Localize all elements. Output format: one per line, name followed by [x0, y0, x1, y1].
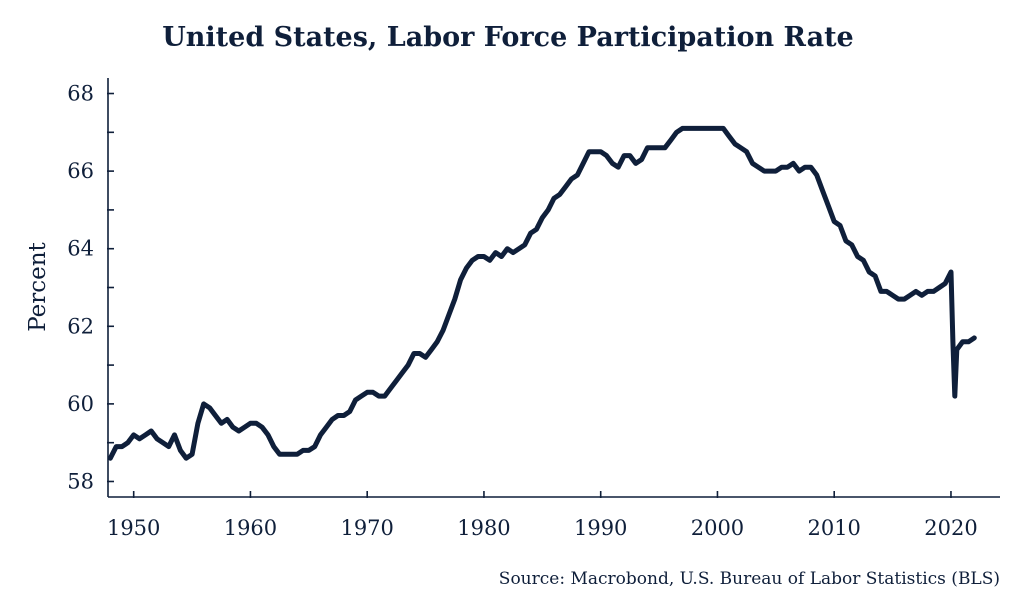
- x-tick-label: 1990: [574, 516, 627, 540]
- source-note: Source: Macrobond, U.S. Bureau of Labor …: [499, 569, 1000, 589]
- series-line-labor-force-participation: [107, 125, 977, 461]
- axes: 58 60 62 64 66 68 1950 1960 1970 1980 1990 2000 2010…: [67, 78, 1000, 540]
- x-tick-label: 1980: [457, 516, 510, 540]
- chart-title: United States, Labor Force Participation…: [162, 22, 853, 53]
- x-tick-label: 1960: [224, 516, 277, 540]
- y-tick-label: 66: [67, 159, 94, 183]
- series-group: [107, 125, 977, 461]
- y-tick-label: 68: [67, 82, 94, 106]
- y-tick-label: 60: [67, 392, 94, 416]
- x-tick-label: 2010: [807, 516, 860, 540]
- x-tick-label: 2000: [691, 516, 744, 540]
- y-tick-label: 62: [67, 314, 94, 338]
- x-tick-label: 1950: [107, 516, 160, 540]
- y-tick-label: 64: [67, 237, 94, 261]
- y-tick-label: 58: [67, 469, 94, 493]
- x-tick-label: 1970: [340, 516, 393, 540]
- y-axis-label: Percent: [25, 241, 51, 331]
- x-tick-label: 2020: [924, 516, 977, 540]
